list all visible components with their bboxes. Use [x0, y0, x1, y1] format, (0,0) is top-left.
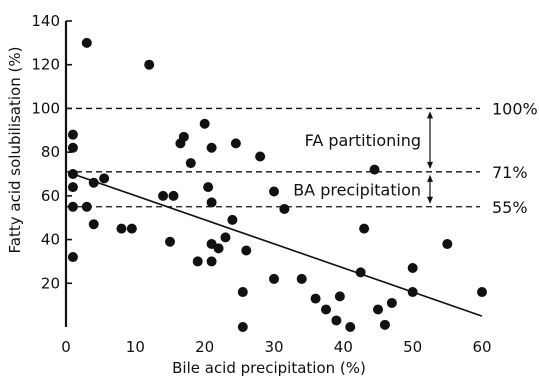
data-point [386, 297, 397, 308]
data-points [67, 37, 487, 332]
data-point [359, 223, 370, 234]
reference-line-label: 55% [492, 198, 528, 217]
x-tick-label: 50 [403, 338, 422, 356]
x-tick-label: 30 [264, 338, 283, 356]
data-point [178, 131, 189, 142]
axes: 20 40 60 80 100 120 140 0 10 20 30 40 50 60 [31, 12, 491, 356]
data-point [477, 287, 487, 298]
data-point [213, 243, 224, 254]
data-point [321, 304, 331, 315]
y-tick-label: 80 [41, 143, 60, 161]
data-point [192, 256, 203, 267]
arrow-head-down [427, 161, 433, 169]
data-point [237, 287, 248, 298]
y-tick-label: 20 [41, 274, 60, 292]
data-point [237, 322, 248, 332]
data-point [331, 315, 342, 326]
data-point [67, 142, 78, 153]
data-point [67, 201, 78, 212]
x-axis-title: Bile acid precipitation (%) [172, 359, 366, 377]
y-tick-label: 100 [31, 99, 60, 117]
data-point [241, 245, 252, 256]
data-point [255, 151, 266, 162]
data-point [203, 182, 214, 193]
data-point [88, 219, 99, 230]
data-point [206, 142, 217, 153]
data-point [81, 201, 92, 212]
data-point [355, 267, 366, 278]
annotations: FA partitioning BA precipitation [293, 111, 433, 204]
data-point [99, 173, 110, 184]
data-point [144, 59, 155, 70]
data-point [206, 256, 217, 267]
data-point [230, 138, 241, 149]
x-tick-label: 40 [334, 338, 353, 356]
data-point [407, 262, 418, 273]
data-point [81, 37, 92, 48]
y-tick-label: 40 [41, 231, 60, 249]
data-point [158, 190, 169, 201]
y-tick-label: 140 [31, 12, 60, 30]
x-tick-label: 0 [61, 338, 71, 356]
data-point [334, 291, 345, 302]
y-tick-label: 60 [41, 187, 60, 205]
data-point [220, 232, 231, 243]
data-point [310, 293, 321, 304]
data-point [269, 273, 279, 284]
data-point [67, 169, 78, 179]
data-point [369, 164, 380, 175]
data-point [165, 236, 175, 247]
data-point [67, 252, 78, 263]
data-point [279, 203, 290, 214]
data-point [373, 304, 383, 315]
arrow-head-up [427, 174, 433, 182]
data-point [168, 190, 179, 201]
y-tick-label: 120 [31, 56, 60, 74]
data-point [67, 182, 78, 193]
arrow-head-down [427, 196, 433, 204]
y-axis-title: Fatty acid solubilisation (%) [6, 47, 24, 254]
reference-line-label: 100% [492, 99, 538, 118]
arrow-head-up [427, 111, 433, 119]
reference-line-label: 71% [492, 163, 528, 182]
x-tick-label: 60 [472, 338, 491, 356]
data-point [379, 319, 390, 330]
data-point [199, 118, 210, 129]
data-point [227, 214, 238, 225]
data-point [88, 177, 99, 188]
data-point [296, 273, 307, 284]
data-point [269, 186, 279, 197]
annotation-ba-precipitation: BA precipitation [293, 180, 421, 199]
reference-lines: 100% 71% 55% [66, 99, 538, 217]
data-point [442, 238, 453, 249]
data-point [206, 197, 217, 208]
data-point [407, 287, 418, 298]
data-point [116, 223, 127, 234]
x-tick-label: 20 [195, 338, 214, 356]
annotation-fa-partitioning: FA partitioning [305, 131, 421, 150]
x-tick-label: 10 [126, 338, 145, 356]
data-point [185, 158, 196, 169]
data-point [345, 322, 356, 332]
data-point [126, 223, 137, 234]
data-point [67, 129, 78, 140]
